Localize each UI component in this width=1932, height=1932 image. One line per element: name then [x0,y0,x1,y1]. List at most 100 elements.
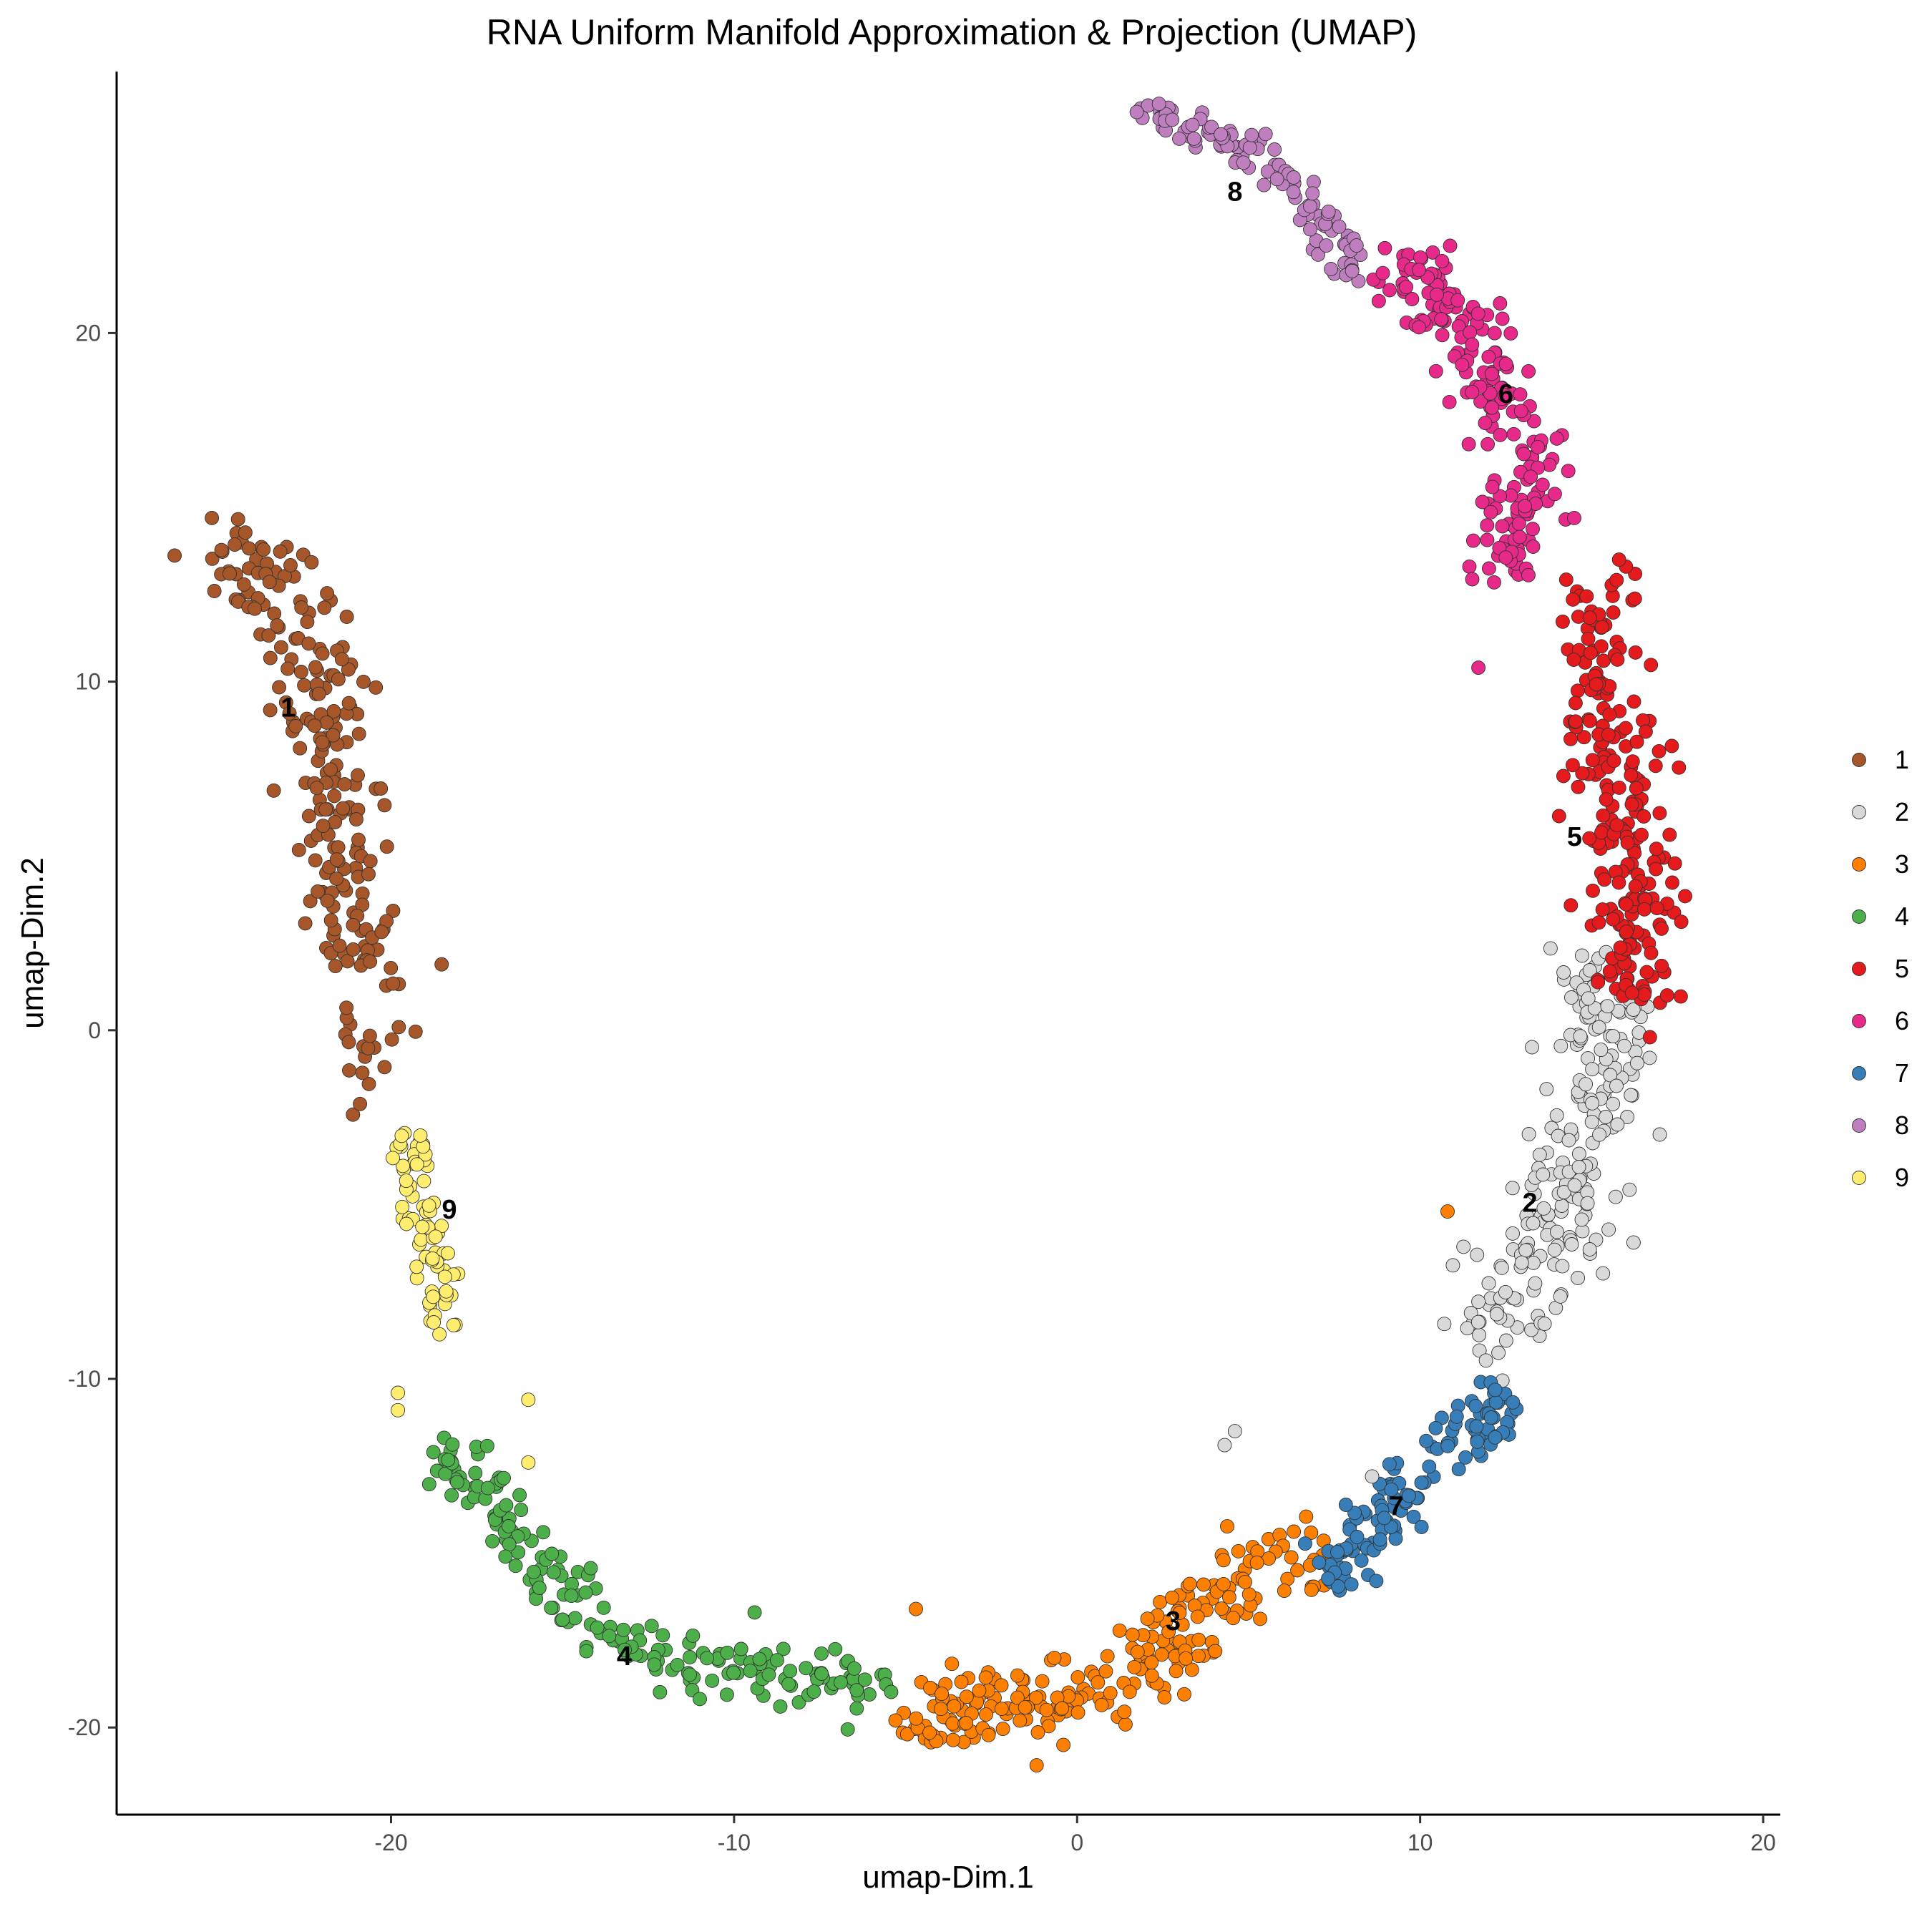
data-point [1585,753,1600,768]
data-point [618,1642,632,1657]
data-point [1582,610,1597,625]
data-point [1354,1553,1369,1568]
data-point [444,1488,459,1503]
data-point [1332,219,1347,234]
data-point [1422,1459,1437,1474]
data-point [1637,987,1652,1002]
data-point [351,832,366,847]
data-point [374,781,389,796]
data-point [1435,328,1450,343]
data-point [334,652,349,667]
legend-label: 5 [1895,954,1909,983]
data-point [167,548,182,563]
x-tick-label: 10 [1407,1830,1433,1855]
data-point [353,1096,368,1111]
data-point [1257,177,1272,192]
data-point [205,510,220,525]
data-point [346,917,361,932]
data-point [1610,652,1625,667]
data-point [1321,1571,1336,1586]
data-point [395,1199,410,1214]
data-point [386,976,401,991]
data-point [446,1317,461,1332]
data-point [1055,1701,1070,1716]
data-point [747,1605,762,1620]
data-point [653,1684,668,1699]
data-point [799,1661,814,1676]
data-point [379,839,394,854]
data-point [396,1158,411,1174]
data-point [511,1545,526,1560]
data-point [1673,989,1688,1004]
data-point [683,1667,697,1682]
data-point [479,1438,494,1453]
data-point [1498,356,1513,371]
data-point [1575,766,1590,781]
data-point [1472,1343,1487,1358]
data-point [923,1681,937,1695]
data-point [230,512,245,527]
cluster-label-7: 7 [1389,1491,1404,1521]
data-point [1601,727,1616,742]
data-point [1637,902,1652,917]
data-point [428,1229,443,1244]
data-point [683,1650,697,1664]
data-point [1514,1255,1529,1270]
data-point [1642,1050,1657,1065]
cluster-label-2: 2 [1523,1188,1538,1218]
data-point [1497,388,1512,403]
data-point [1596,1266,1611,1281]
data-point [1521,364,1536,379]
data-point [1440,1438,1455,1453]
data-point [1626,1235,1641,1250]
data-point [536,1525,551,1540]
data-point [1443,238,1458,253]
data-point [1172,1606,1187,1620]
data-point [1465,337,1480,352]
data-point [1382,1457,1397,1472]
data-point [1549,1108,1564,1123]
legend-label: 6 [1895,1006,1909,1035]
data-point [374,924,389,940]
data-point [485,1533,500,1548]
data-point [1412,320,1426,335]
data-point [1498,1333,1513,1348]
data-point [769,1653,784,1668]
data-point [1442,394,1457,409]
data-point [1620,1110,1635,1124]
data-point [266,783,281,798]
data-point [307,718,322,733]
data-point [426,1315,441,1330]
data-point [1619,897,1634,912]
data-point [1249,1555,1264,1570]
data-point [361,867,376,882]
data-point [1029,1758,1044,1773]
data-point [1286,170,1301,185]
data-point [1242,140,1257,155]
data-point [320,893,335,908]
data-point [317,600,332,615]
data-point [1450,293,1465,308]
data-point [1277,1584,1292,1599]
data-point [1564,990,1579,1005]
y-tick-label: -10 [68,1366,101,1392]
data-point [1125,1627,1140,1642]
data-point [1654,958,1669,973]
y-tick-label: 20 [75,320,101,346]
data-point [328,959,343,974]
data-point [1425,245,1440,260]
data-point [954,1674,969,1689]
y-ticks-layer: -20 -10 0 10 20 [68,320,117,1740]
data-point [596,1600,611,1615]
data-point [1512,530,1527,545]
data-point [1299,1509,1314,1524]
data-point [935,1687,950,1702]
data-point [1582,963,1597,977]
data-point [1591,915,1606,930]
data-point [1460,1321,1475,1336]
data-point [1227,1424,1242,1439]
data-point [319,715,334,730]
data-point [293,665,308,679]
cluster-label-9: 9 [441,1195,457,1225]
data-point [1594,639,1609,654]
